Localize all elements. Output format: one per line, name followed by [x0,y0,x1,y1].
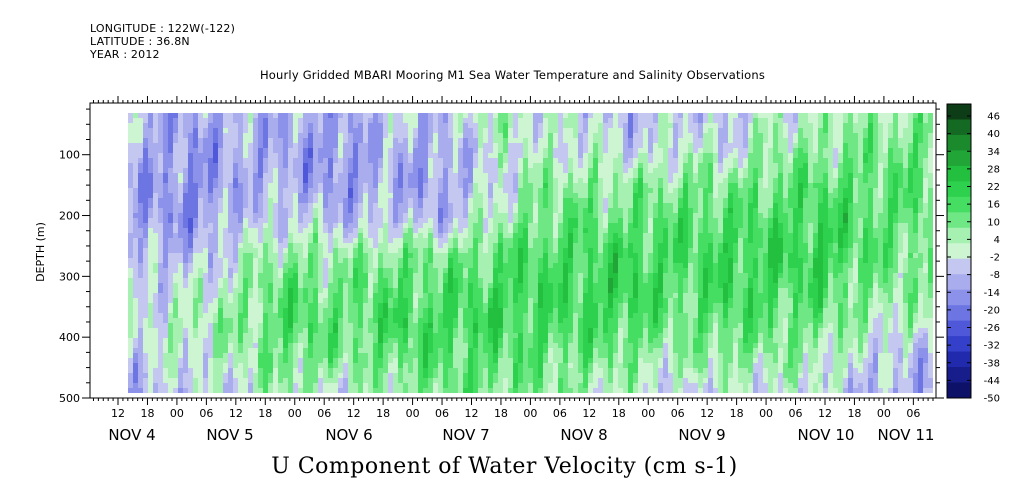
x-hour-tick-label: 06 [553,407,567,420]
year-label: YEAR : 2012 [90,48,160,61]
x-hour-tick-label: 12 [582,407,596,420]
x-hour-tick-label: 12 [818,407,832,420]
x-hour-tick-label: 18 [730,407,744,420]
x-day-label: NOV 8 [560,426,607,444]
chart-title: Hourly Gridded MBARI Mooring M1 Sea Wate… [259,68,766,82]
colorbar-swatch [947,274,971,291]
colorbar-swatch [947,258,971,275]
colorbar-label: 16 [987,200,1000,211]
colorbar-swatch [947,196,971,213]
colorbar-swatch [947,382,971,399]
x-hour-tick-label: 00 [877,407,891,420]
latitude-label: LATITUDE : 36.8N [90,35,190,48]
colorbar-label: -50 [984,394,1000,405]
x-hour-tick-label: 18 [847,407,861,420]
colorbar-swatch [947,336,971,353]
colorbar-label: 46 [987,112,1000,123]
x-hour-tick-label: 06 [906,407,920,420]
x-hour-tick-label: 18 [376,407,390,420]
colorbar-swatch [947,119,971,136]
x-hour-tick-label: 12 [229,407,243,420]
x-day-label: NOV 9 [678,426,725,444]
variable-label: U Component of Water Velocity (cm s-1) [271,454,738,479]
x-day-label: NOV 5 [206,426,253,444]
x-hour-tick-label: 06 [789,407,803,420]
heatmap-cells [128,113,933,393]
colorbar-swatch [947,212,971,229]
colorbar-swatch [947,181,971,198]
colorbar-label: -32 [984,341,1000,352]
colorbar-label: -26 [984,323,1000,334]
x-hour-tick-label: 06 [317,407,331,420]
colorbar-label: 22 [987,182,1000,193]
colorbar-swatch [947,134,971,151]
longitude-label: LONGITUDE : 122W(-122) [90,22,236,35]
colorbar-swatch [947,351,971,368]
colorbar-label: 34 [987,147,1000,158]
y-tick-label: 100 [59,149,80,162]
x-hour-tick-label: 12 [347,407,361,420]
colorbar-swatch [947,165,971,182]
colorbar-label: -20 [984,305,1000,316]
x-hour-tick-label: 00 [170,407,184,420]
colorbar-swatch [947,367,971,384]
colorbar-swatch [947,305,971,322]
y-axis: 100 200 300 400 500 [59,108,944,405]
x-hour-tick-label: 06 [671,407,685,420]
colorbar-swatch [947,150,971,167]
colorbar-label: 40 [987,129,1000,140]
colorbar-swatch [947,104,971,120]
colorbar-swatch [947,227,971,244]
y-axis-label: DEPTH (m) [34,222,47,282]
x-hour-tick-label: 00 [759,407,773,420]
x-day-label: NOV 11 [878,426,935,444]
x-day-label: NOV 7 [442,426,489,444]
y-tick-label: 200 [59,210,80,223]
x-hour-tick-label: 12 [111,407,125,420]
x-hour-tick-label: 00 [523,407,537,420]
x-hour-tick-label: 18 [140,407,154,420]
x-day-label: NOV 4 [108,426,155,444]
x-hour-tick-label: 18 [494,407,508,420]
x-hour-tick-label: 12 [700,407,714,420]
colorbar-label: 28 [987,164,1000,175]
x-hour-tick-label: 18 [612,407,626,420]
colorbar-label: -8 [990,270,1000,281]
x-day-label: NOV 10 [798,426,855,444]
x-hour-tick-label: 00 [641,407,655,420]
y-tick-label: 500 [59,392,80,405]
x-hour-tick-label: 00 [288,407,302,420]
y-tick-label: 400 [59,331,80,344]
x-axis: 12 18 00 06 12 18 00 06 12 18 00 06 12 18 00 06 12 18 00 06… [92,96,935,444]
x-hour-tick-label: 12 [464,407,478,420]
x-hour-tick-label: 06 [435,407,449,420]
x-hour-tick-label: 06 [199,407,213,420]
colorbar-label: 4 [994,235,1000,246]
x-day-label: NOV 6 [325,426,372,444]
colorbar-swatch [947,289,971,306]
colorbar-swatch [947,320,971,337]
colorbar-label: -2 [990,253,1000,264]
plot-frame [89,102,937,399]
colorbar-label: -14 [984,288,1000,299]
colorbar: 46 40 34 28 22 16 10 4 -2 -8 -14 -20 -26 -32 -38 -44 -50 [946,103,1000,405]
y-tick-label: 300 [59,270,80,283]
colorbar-label: -38 [984,358,1000,369]
x-hour-tick-label: 00 [406,407,420,420]
colorbar-label: 10 [987,217,1000,228]
x-hour-tick-label: 18 [258,407,272,420]
colorbar-label: -44 [984,376,1000,387]
colorbar-swatch [947,243,971,260]
